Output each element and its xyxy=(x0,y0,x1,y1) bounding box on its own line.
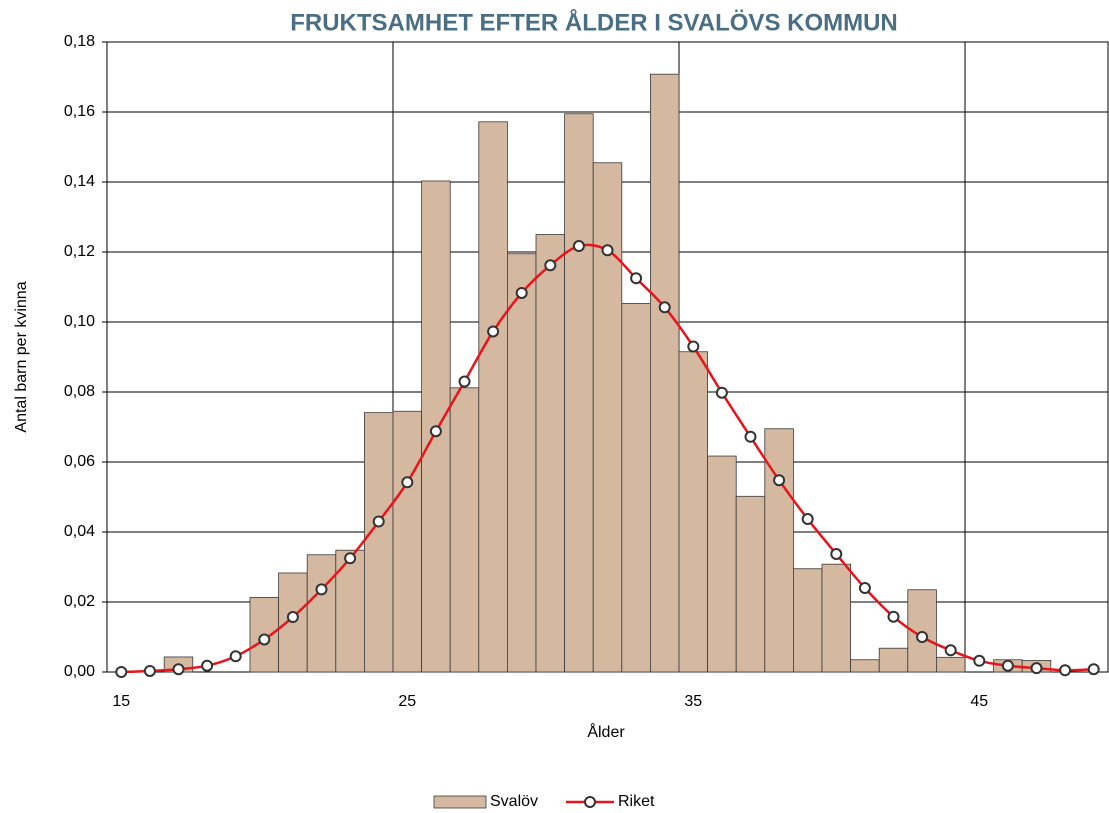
bar xyxy=(821,563,852,673)
point xyxy=(487,325,500,338)
x-tick-label: 45 xyxy=(970,693,988,710)
point xyxy=(258,633,271,646)
point xyxy=(887,610,900,623)
y-tick-label: 0,02 xyxy=(64,593,95,610)
point xyxy=(744,430,757,443)
point xyxy=(973,654,986,667)
x-axis-label: Ålder xyxy=(587,722,625,741)
y-tick-label: 0,08 xyxy=(64,383,95,400)
point xyxy=(201,659,214,672)
point xyxy=(658,301,671,314)
bar xyxy=(392,410,423,673)
point xyxy=(601,244,614,257)
point xyxy=(143,664,156,677)
bar xyxy=(363,412,394,673)
point xyxy=(286,611,299,624)
y-tick-label: 0,14 xyxy=(64,173,95,190)
point xyxy=(429,425,442,438)
chart-title: FRUKTSAMHET EFTER ÅLDER I SVALÖVS KOMMUN xyxy=(290,8,898,36)
point xyxy=(458,375,471,388)
legend-swatch xyxy=(584,796,596,808)
point xyxy=(401,476,414,489)
x-tick-label: 35 xyxy=(684,693,702,710)
bar xyxy=(592,162,623,673)
bar xyxy=(306,554,337,673)
y-tick-label: 0,00 xyxy=(64,663,95,680)
x-tick-label: 25 xyxy=(398,693,416,710)
bar xyxy=(621,303,651,673)
point xyxy=(944,644,957,657)
point xyxy=(515,286,528,299)
point xyxy=(715,386,728,399)
point xyxy=(229,650,242,663)
y-tick-label: 0,04 xyxy=(64,523,95,540)
bar xyxy=(850,659,880,673)
point xyxy=(773,474,786,487)
point xyxy=(1059,664,1072,677)
bar xyxy=(764,428,794,673)
bar xyxy=(735,495,766,673)
point xyxy=(858,582,871,594)
point xyxy=(630,272,643,285)
bar xyxy=(650,73,680,673)
bar xyxy=(535,234,566,673)
bar xyxy=(449,387,480,673)
point xyxy=(372,515,385,528)
point xyxy=(801,513,814,526)
bar xyxy=(878,647,909,673)
y-tick-label: 0,06 xyxy=(64,453,95,470)
bar xyxy=(678,351,709,673)
point xyxy=(115,666,128,678)
bar xyxy=(564,113,594,673)
y-tick-label: 0,16 xyxy=(64,103,95,120)
point xyxy=(830,548,843,561)
legend-label: Riket xyxy=(618,793,655,810)
point xyxy=(1001,659,1014,672)
bar xyxy=(793,568,823,673)
y-tick-label: 0,10 xyxy=(64,313,95,330)
point xyxy=(544,259,557,272)
point xyxy=(687,340,700,353)
bar xyxy=(506,253,537,673)
y-axis-label: Antal barn per kvinna xyxy=(13,281,30,432)
y-tick-label: 0,18 xyxy=(64,33,95,50)
point xyxy=(1030,662,1043,675)
bar xyxy=(936,656,966,673)
x-tick-label: 15 xyxy=(112,693,130,710)
bar xyxy=(707,455,737,673)
legend-swatch xyxy=(433,795,487,809)
point xyxy=(572,240,585,253)
point xyxy=(172,663,185,676)
point xyxy=(315,583,328,596)
point xyxy=(916,631,929,643)
y-tick-label: 0,12 xyxy=(64,243,95,260)
bar xyxy=(478,121,508,673)
legend-label: Svalöv xyxy=(490,793,538,810)
point xyxy=(344,552,357,565)
point xyxy=(1087,663,1100,676)
